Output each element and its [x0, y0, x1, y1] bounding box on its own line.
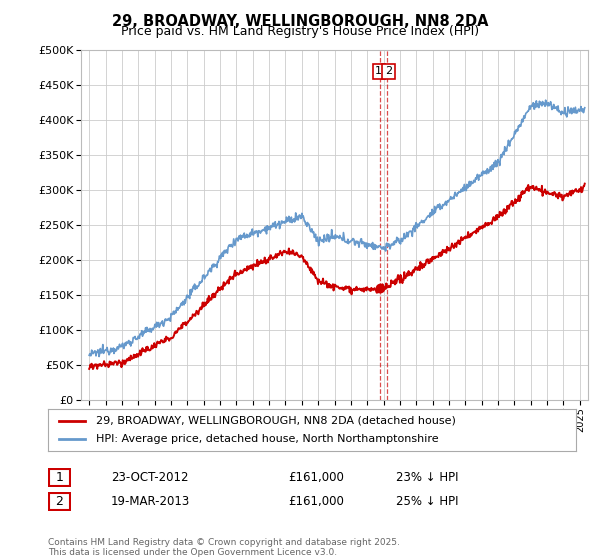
- Text: 29, BROADWAY, WELLINGBOROUGH, NN8 2DA (detached house): 29, BROADWAY, WELLINGBOROUGH, NN8 2DA (d…: [95, 416, 455, 426]
- Text: 1: 1: [376, 67, 382, 76]
- Text: 2: 2: [385, 67, 392, 76]
- Text: 2: 2: [55, 495, 64, 508]
- Text: 1: 1: [55, 471, 64, 484]
- Text: 19-MAR-2013: 19-MAR-2013: [111, 494, 190, 508]
- Text: £161,000: £161,000: [288, 470, 344, 484]
- Text: Contains HM Land Registry data © Crown copyright and database right 2025.
This d: Contains HM Land Registry data © Crown c…: [48, 538, 400, 557]
- Text: 23-OCT-2012: 23-OCT-2012: [111, 470, 188, 484]
- Text: HPI: Average price, detached house, North Northamptonshire: HPI: Average price, detached house, Nort…: [95, 434, 438, 444]
- Text: 29, BROADWAY, WELLINGBOROUGH, NN8 2DA: 29, BROADWAY, WELLINGBOROUGH, NN8 2DA: [112, 14, 488, 29]
- Text: Price paid vs. HM Land Registry's House Price Index (HPI): Price paid vs. HM Land Registry's House …: [121, 25, 479, 38]
- Text: £161,000: £161,000: [288, 494, 344, 508]
- Text: 23% ↓ HPI: 23% ↓ HPI: [396, 470, 458, 484]
- Text: 25% ↓ HPI: 25% ↓ HPI: [396, 494, 458, 508]
